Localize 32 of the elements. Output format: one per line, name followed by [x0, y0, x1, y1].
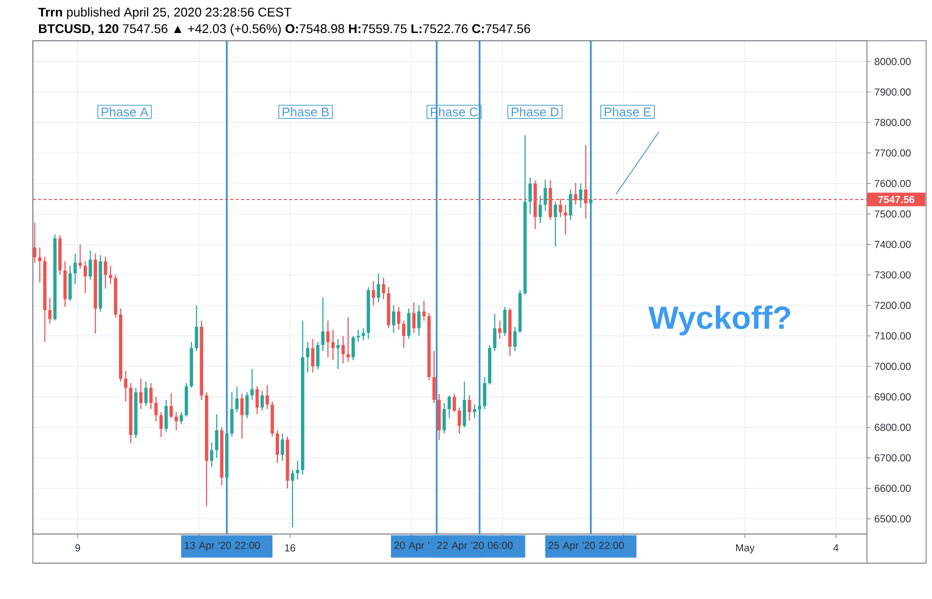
y-tick-label: 6900.00 — [874, 393, 911, 400]
y-tick-label: 6600.00 — [874, 484, 911, 492]
y-tick-label: 6800.00 — [874, 424, 911, 431]
x-tick-label: 9 — [75, 544, 80, 552]
annotation: Wyckoff? — [648, 305, 790, 336]
ref-line-label: 20 Apr ' — [394, 542, 430, 551]
annotation: Phase E — [604, 107, 651, 116]
x-tick-label: 4 — [833, 544, 839, 552]
y-tick-label: 7200.00 — [874, 302, 911, 309]
y-tick-label: 6500.00 — [874, 515, 911, 522]
y-tick-label: 7000.00 — [874, 362, 911, 370]
ref-line-label: 25 Apr '20 22:00 — [548, 542, 624, 551]
y-tick-label: 7700.00 — [874, 149, 911, 157]
text: BTCUSD, 120 7547.56 ▲ +42.03 (+0.56%) O:7548.98 H:7559.75 L:7522.76 C:7547.56 — [39, 24, 530, 36]
ref-line-label: 22 Apr '20 06:00 — [437, 542, 513, 551]
y-tick-label: 7800.00 — [874, 118, 911, 126]
chart-title: Trrn published April 25, 2020 23:28:56 CEST — [38, 7, 292, 20]
y-tick-label: 7600.00 — [874, 180, 911, 188]
x-tick-label: May — [736, 544, 755, 554]
y-tick-label: 8000.00 — [874, 58, 911, 66]
y-tick-label: 7100.00 — [874, 332, 911, 340]
ref-line-label: 7547.56 — [878, 196, 914, 203]
annotation: Phase D — [512, 107, 559, 116]
ref-line-label: 13 Apr '20 22:00 — [184, 542, 260, 551]
annotation: Phase B — [282, 107, 329, 116]
y-tick-label: 7300.00 — [874, 271, 911, 278]
annotation: Phase A — [102, 107, 148, 116]
y-tick-label: 6700.00 — [874, 454, 911, 462]
y-tick-label: 7900.00 — [874, 88, 911, 96]
x-tick-label: 16 — [285, 544, 296, 552]
y-tick-label: 7500.00 — [874, 210, 911, 218]
y-tick-label: 7400.00 — [874, 240, 911, 248]
